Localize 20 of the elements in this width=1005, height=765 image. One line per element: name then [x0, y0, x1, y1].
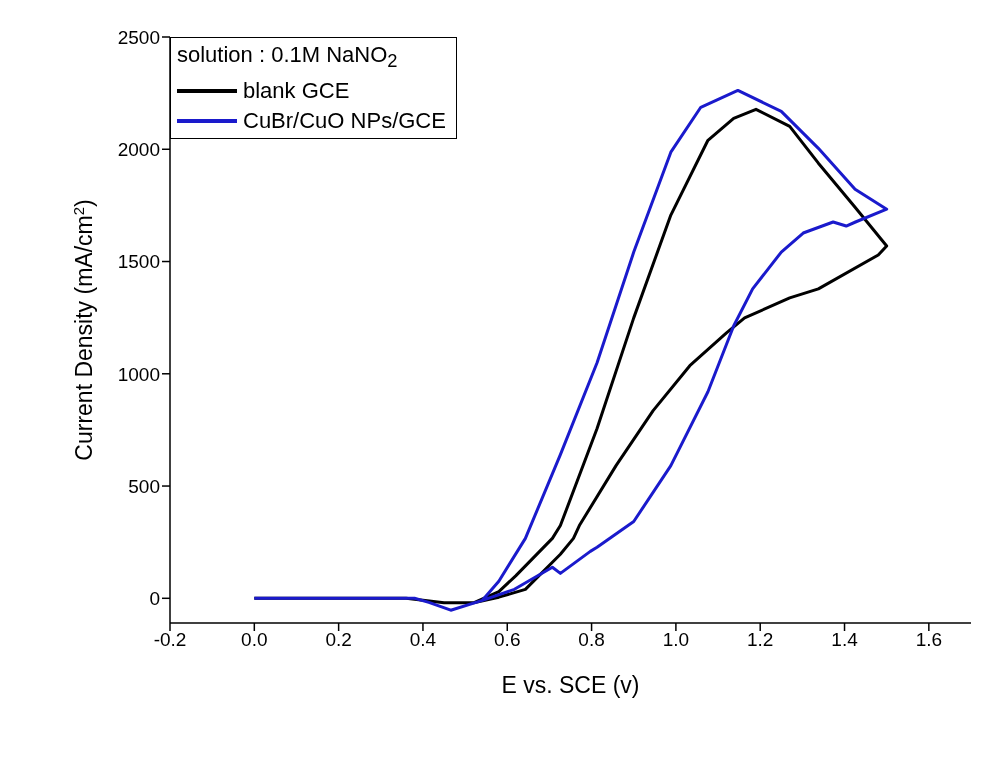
x-tick-label: 0.6 — [494, 629, 521, 651]
legend-label: blank GCE — [243, 77, 350, 106]
x-tick-label: 0.8 — [578, 629, 605, 651]
x-tick-label: -0.2 — [153, 629, 187, 651]
y-tick-label: 2000 — [117, 139, 160, 161]
y-tick-label: 2500 — [117, 26, 160, 48]
x-tick-label: 1.4 — [831, 629, 859, 651]
y-tick-label: 0 — [149, 588, 160, 610]
x-tick-label: 1.0 — [662, 629, 690, 651]
x-tick-label: 0.0 — [241, 629, 268, 651]
y-tick-label: 500 — [128, 475, 160, 497]
x-tick-label: 1.2 — [747, 629, 774, 651]
x-axis-title: E vs. SCE (v) — [501, 672, 640, 698]
y-tick-label: 1500 — [117, 251, 160, 273]
x-tick-label: 0.4 — [409, 629, 437, 651]
x-tick-label: 1.6 — [915, 629, 943, 651]
x-tick-label: 0.2 — [325, 629, 352, 651]
y-tick-label: 1000 — [117, 363, 160, 385]
legend-title: solution : 0.1M NaNO$_{2}$ — [177, 42, 398, 72]
legend-label: CuBr/CuO NPs/GCE — [243, 107, 446, 136]
